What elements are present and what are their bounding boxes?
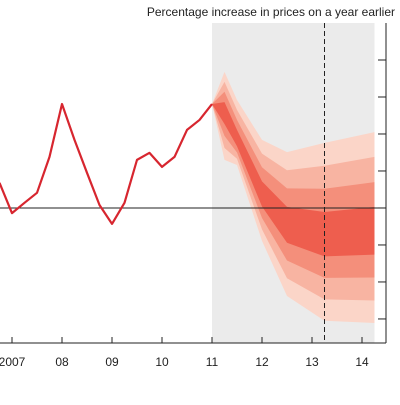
x-tick-label: 14 bbox=[355, 355, 369, 369]
x-tick-label: 08 bbox=[55, 355, 69, 369]
x-tick-label: 11 bbox=[206, 355, 219, 369]
x-tick-label: 10 bbox=[155, 355, 169, 369]
x-tick-label: 2007 bbox=[0, 355, 26, 369]
x-tick-label: 13 bbox=[305, 355, 319, 369]
x-tick-label: 12 bbox=[255, 355, 269, 369]
data-line bbox=[0, 102, 213, 225]
fan-band bbox=[212, 102, 375, 257]
chart-title: Percentage increase in prices on a year … bbox=[147, 5, 395, 19]
x-tick-label: 09 bbox=[105, 355, 119, 369]
